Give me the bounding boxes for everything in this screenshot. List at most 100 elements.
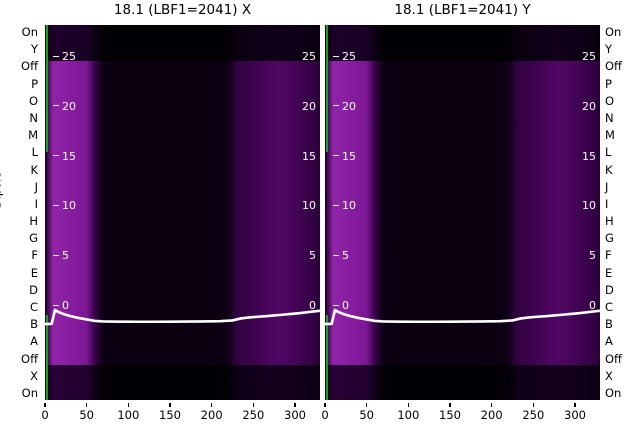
x-axis-right: 0 50 100 150 200 250 300 <box>321 400 600 432</box>
inner-tick-label: 10 <box>62 199 76 213</box>
inner-tick-label: 20 <box>62 99 76 113</box>
tick-dash-icon <box>53 304 59 306</box>
category-label-right-7: L <box>605 145 612 160</box>
inner-tick-right-right-15: 15 <box>582 151 596 162</box>
tick-dash-icon <box>333 105 339 107</box>
inner-tick-label: 20 <box>302 99 316 113</box>
tick-dash-icon <box>333 254 339 256</box>
heatmap-band-top <box>45 25 320 61</box>
plot-area-right[interactable]: 0 0 5 5 10 10 15 15 20 20 25 25 <box>325 25 600 400</box>
x-tick-label: 100 <box>397 408 420 422</box>
marker-line-left-lower <box>46 315 48 400</box>
inner-tick-label: 25 <box>342 50 356 63</box>
category-label-right-9: J <box>605 179 609 194</box>
category-label-left-4: O <box>28 93 38 108</box>
x-tick-label: 300 <box>284 408 306 422</box>
category-label-right-18: A <box>605 334 613 349</box>
panel-title-right: 18.1 (LBF1=2041) Y <box>394 2 531 18</box>
category-label-right-17: B <box>605 317 613 332</box>
x-tick-label: 150 <box>159 408 181 422</box>
category-label-right-20: X <box>605 368 613 383</box>
marker-line-left-upper <box>46 25 48 152</box>
marker-line-right-upper <box>326 25 328 152</box>
inner-tick-label: 10 <box>302 199 316 213</box>
inner-tick-right-right-0: 0 <box>589 300 596 311</box>
category-label-left-9: J <box>34 179 38 194</box>
x-tick-label: 200 <box>200 408 223 422</box>
heatmap-band-bottom <box>325 365 600 400</box>
category-label-left-20: X <box>30 368 38 383</box>
category-label-right-12: G <box>605 231 614 246</box>
category-label-right-13: F <box>605 248 612 263</box>
tick-mark-icon <box>490 403 493 407</box>
category-label-right-15: D <box>605 282 614 297</box>
category-label-left-6: M <box>28 128 38 143</box>
tick-mark-icon <box>365 403 368 407</box>
tick-mark-icon <box>127 403 130 407</box>
tick-dash-icon <box>53 254 59 256</box>
category-label-right-5: N <box>605 110 614 125</box>
inner-tick-label: 5 <box>309 249 316 263</box>
category-label-right-4: O <box>605 93 615 108</box>
category-label-left-18: A <box>30 334 38 349</box>
x-tick-label: 50 <box>79 408 94 422</box>
tick-dash-icon <box>53 204 59 206</box>
inner-tick-label: 25 <box>62 50 76 63</box>
category-label-right-19: Off <box>605 351 622 366</box>
inner-tick-right-left-20: 20 <box>333 101 356 112</box>
category-label-right-11: H <box>605 214 614 229</box>
tick-dash-icon <box>333 204 339 206</box>
category-label-right-1: Y <box>605 42 613 57</box>
x-tick-label: 50 <box>359 408 374 422</box>
inner-tick-left-left-5: 5 <box>53 250 69 261</box>
inner-tick-right-right-25: 25 <box>582 51 596 62</box>
inner-tick-label: 15 <box>582 149 596 163</box>
x-tick-label: 100 <box>117 408 140 422</box>
category-axis-left: On Y Off P O N M L K J I H G F E D C B A Off X On <box>0 25 42 400</box>
tick-mark-icon <box>210 403 213 407</box>
inner-tick-left-left-20: 20 <box>53 101 76 112</box>
category-label-left-12: G <box>29 231 38 246</box>
inner-tick-label: 0 <box>342 299 349 312</box>
heatmap-band-bottom <box>45 365 320 400</box>
inner-tick-right-right-5: 5 <box>589 250 596 261</box>
category-label-left-2: Off <box>21 59 38 74</box>
inner-tick-left-left-10: 10 <box>53 200 76 211</box>
inner-tick-right-left-25: 25 <box>333 51 356 62</box>
tick-dash-icon <box>53 105 59 107</box>
category-label-left-15: D <box>29 282 38 297</box>
category-label-left-0: On <box>21 25 38 39</box>
plot-area-left[interactable]: 0 0 5 5 10 10 15 15 20 20 25 25 <box>45 25 320 400</box>
category-label-left-7: L <box>31 145 38 160</box>
inner-tick-label: 10 <box>582 199 596 213</box>
inner-tick-label: 20 <box>342 99 356 113</box>
inner-tick-left-right-0: 0 <box>309 300 316 311</box>
category-label-left-16: C <box>29 300 38 315</box>
category-label-right-2: Off <box>605 59 622 74</box>
x-tick-label: 0 <box>321 408 329 422</box>
inner-tick-right-right-10: 10 <box>582 200 596 211</box>
inner-tick-right-right-20: 20 <box>582 101 596 112</box>
tick-dash-icon <box>53 55 59 57</box>
tick-mark-icon <box>532 403 535 407</box>
category-label-left-8: K <box>30 162 38 177</box>
category-label-left-10: I <box>34 196 38 211</box>
tick-mark-icon <box>44 403 46 407</box>
x-tick-label: 250 <box>242 408 265 422</box>
tick-dash-icon <box>333 55 339 57</box>
inner-tick-label: 25 <box>302 50 316 63</box>
x-tick-label: 0 <box>41 408 49 422</box>
tick-mark-icon <box>169 403 171 407</box>
category-label-left-17: B <box>30 317 38 332</box>
tick-dash-icon <box>333 304 339 306</box>
category-label-left-13: F <box>31 248 38 263</box>
inner-tick-label: 15 <box>342 149 356 163</box>
category-label-right-10: I <box>605 196 609 211</box>
x-tick-label: 250 <box>522 408 545 422</box>
inner-tick-label: 0 <box>589 299 596 312</box>
inner-tick-label: 15 <box>62 149 76 163</box>
category-axis-right: On Y Off P O N M L K J I H G F E D C B A Off X On <box>600 25 640 400</box>
tick-dash-icon <box>333 155 339 157</box>
inner-tick-left-left-0: 0 <box>53 300 69 311</box>
